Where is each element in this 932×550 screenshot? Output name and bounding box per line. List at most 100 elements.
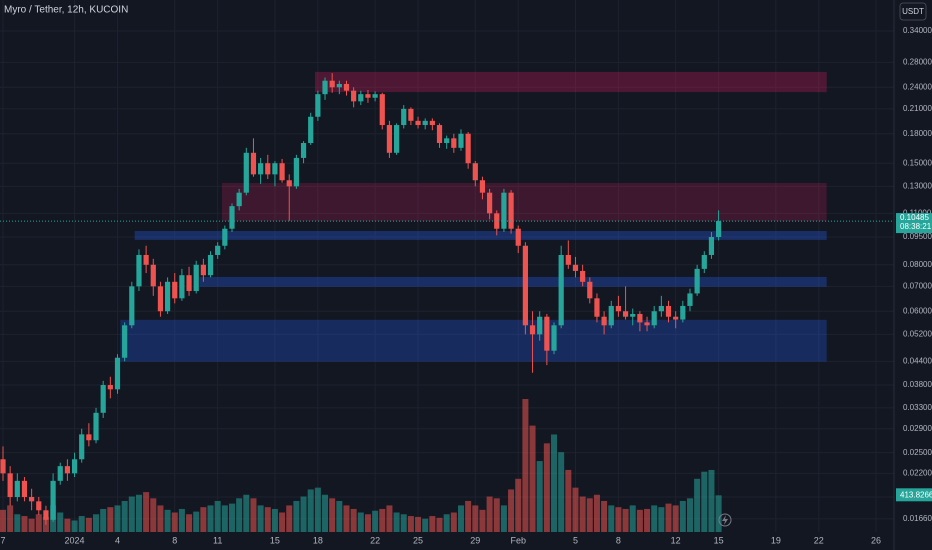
volume-bar — [672, 505, 679, 532]
candle-body — [114, 357, 121, 390]
candle-body — [351, 90, 357, 102]
candle-body — [179, 275, 185, 299]
candle-body — [86, 434, 92, 441]
zone — [221, 183, 827, 221]
x-tick-label: 4 — [115, 535, 120, 545]
candle-body — [293, 157, 299, 187]
y-tick-label: 0.21000 — [903, 104, 932, 113]
currency-button[interactable] — [899, 2, 927, 21]
volume-bar — [593, 494, 600, 532]
candle-body — [343, 83, 350, 91]
y-tick-label: 0.28000 — [903, 58, 932, 67]
volume-badge-label: 413.82666 — [900, 490, 932, 499]
volume-bar — [536, 461, 543, 532]
candle-body — [243, 152, 249, 193]
candle-body — [601, 316, 607, 326]
candle-body — [393, 125, 400, 153]
candle-body — [472, 163, 478, 181]
y-tick-label: 0.24000 — [903, 82, 932, 91]
candle-body — [215, 245, 221, 255]
zone — [199, 276, 827, 287]
candle-body — [465, 133, 471, 164]
candle-body — [308, 116, 314, 144]
volume-bar — [178, 508, 185, 532]
volume-bar — [508, 489, 515, 532]
volume-bar — [651, 505, 658, 532]
volume-bar — [386, 505, 393, 532]
volume-bar — [450, 512, 457, 532]
candle-body — [529, 325, 536, 335]
y-tick-label: 0.09500 — [903, 232, 932, 241]
candle-body — [544, 316, 550, 351]
volume-bar — [150, 498, 157, 532]
y-tick-label: 0.02900 — [903, 424, 932, 433]
candle-body — [21, 480, 28, 498]
y-tick-label: 0.07000 — [903, 281, 932, 290]
candle-body — [43, 510, 49, 520]
volume-bar — [85, 517, 92, 532]
volume-bar — [0, 509, 6, 532]
candle-body — [157, 286, 164, 312]
volume-bar — [558, 452, 565, 532]
volume-bar — [271, 508, 278, 532]
candle-body — [479, 180, 486, 193]
candle-body — [64, 466, 71, 474]
candle-body — [36, 501, 42, 511]
candle-body — [0, 459, 6, 474]
volume-bar — [200, 507, 207, 532]
candle-body — [136, 254, 142, 287]
candle-body — [615, 305, 622, 312]
icon-circle[interactable] — [718, 513, 732, 527]
candle-body — [286, 180, 292, 187]
volume-bar — [443, 514, 450, 532]
candle-body — [701, 254, 707, 269]
currency-button-label[interactable]: USDT — [902, 7, 924, 16]
volume-bar — [264, 507, 271, 532]
candle-body — [494, 213, 500, 229]
volume-bar — [679, 500, 686, 532]
volume-bar — [128, 496, 135, 532]
volume-bar — [522, 399, 529, 532]
x-tick-label: 15 — [270, 535, 280, 545]
x-tick-label: 29 — [470, 535, 480, 545]
candle-body — [329, 80, 335, 88]
volume-bar — [135, 494, 142, 532]
candle-body — [372, 94, 378, 98]
volume-bar — [479, 509, 486, 532]
candle-body — [451, 138, 457, 148]
volume-bar — [686, 498, 693, 532]
candle-body — [644, 322, 650, 326]
volume-bar — [300, 496, 307, 532]
candle-body — [258, 163, 264, 175]
candle-body — [587, 281, 593, 299]
x-tick-label: 26 — [871, 535, 881, 545]
volume-bar — [551, 434, 558, 532]
y-tick-label: 0.15000 — [903, 158, 932, 167]
volume-bar — [701, 471, 708, 532]
volume-bar — [493, 498, 500, 532]
x-tick-label: 18 — [313, 535, 323, 545]
volume-bar — [322, 494, 329, 532]
volume-bar — [171, 512, 178, 532]
volume-bar — [214, 500, 221, 532]
volume-bar — [379, 508, 386, 532]
candle-body — [401, 108, 407, 126]
x-tick-label: 22 — [370, 535, 380, 545]
lightning-icon[interactable] — [718, 513, 732, 527]
candle-body — [50, 480, 56, 520]
volume-bar — [78, 516, 85, 532]
volume-bar — [601, 500, 608, 532]
candle-body — [673, 316, 679, 320]
icon-bolt[interactable] — [722, 515, 728, 525]
volume-bar — [314, 487, 321, 532]
volume-bar — [429, 516, 436, 532]
volume-bar — [14, 514, 21, 532]
volume-bar — [364, 514, 371, 532]
zone — [120, 319, 827, 362]
y-tick-label: 0.02500 — [903, 448, 932, 457]
volume-bar — [279, 512, 286, 532]
volume-bar — [221, 505, 228, 532]
candle-body — [386, 125, 393, 153]
y-tick-label: 0.34000 — [903, 26, 932, 35]
volume-bar — [100, 508, 107, 532]
